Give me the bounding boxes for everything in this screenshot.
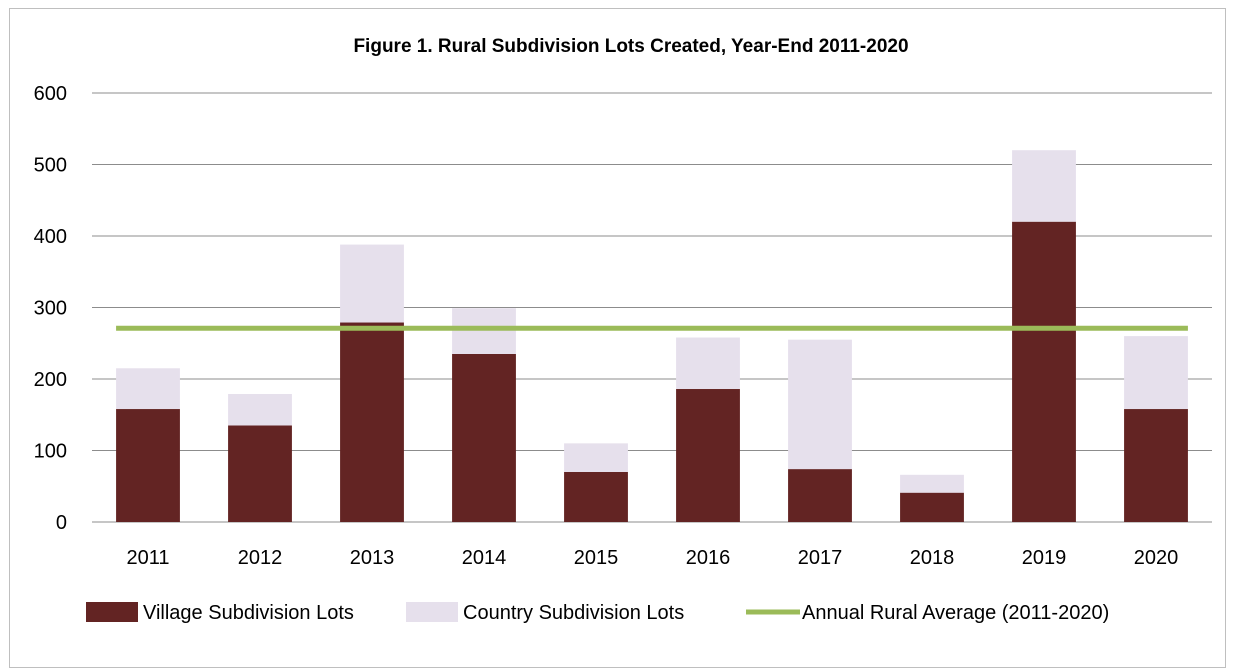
bar-country-2020 [1124, 336, 1188, 410]
bar-village-2018 [900, 492, 964, 522]
bar-country-2016 [676, 337, 740, 390]
bar-country-2011 [116, 368, 180, 410]
bar-village-2016 [676, 389, 740, 522]
x-tick-label: 2014 [462, 547, 507, 569]
x-tick-label: 2012 [238, 547, 283, 569]
y-tick-label: 300 [34, 298, 67, 320]
x-tick-label: 2016 [686, 547, 731, 569]
bar-village-2013 [340, 322, 404, 522]
y-axis-ticks: 0 100 200 300 400 500 600 [34, 83, 67, 534]
bar-village-2019 [1012, 221, 1076, 522]
legend-average-label: Annual Rural Average (2011-2020) [802, 602, 1109, 624]
bar-village-2014 [452, 353, 516, 522]
bar-village-2020 [1124, 409, 1188, 522]
stacked-bar-chart: Figure 1. Rural Subdivision Lots Created… [34, 36, 1212, 624]
bar-country-2017 [788, 339, 852, 470]
legend-country-label: Country Subdivision Lots [463, 602, 684, 624]
y-tick-label: 400 [34, 226, 67, 248]
bar-village-2015 [564, 471, 628, 522]
x-tick-label: 2019 [1022, 547, 1067, 569]
x-tick-label: 2020 [1134, 547, 1179, 569]
chart-title: Figure 1. Rural Subdivision Lots Created… [353, 36, 908, 57]
bar-country-2012 [228, 394, 292, 426]
bar-village-2017 [788, 469, 852, 522]
legend: Village Subdivision Lots Country Subdivis… [86, 602, 1109, 624]
bar-country-2019 [1012, 150, 1076, 222]
y-tick-label: 200 [34, 369, 67, 391]
y-tick-label: 500 [34, 155, 67, 177]
y-tick-label: 600 [34, 83, 67, 105]
x-tick-label: 2017 [798, 547, 843, 569]
x-tick-label: 2013 [350, 547, 395, 569]
x-tick-label: 2015 [574, 547, 619, 569]
bar-country-2014 [452, 308, 516, 354]
bar-country-2013 [340, 244, 404, 323]
legend-country-swatch [406, 602, 458, 622]
x-axis-ticks: 2011 2012 2013 2014 2015 2016 2017 2018 2019 2020 [126, 547, 1178, 569]
bar-village-2012 [228, 425, 292, 522]
y-tick-label: 0 [56, 512, 67, 534]
y-tick-label: 100 [34, 441, 67, 463]
legend-village-swatch [86, 602, 138, 622]
x-tick-label: 2011 [126, 547, 169, 569]
bar-village-2011 [116, 409, 180, 522]
bars [116, 150, 1188, 522]
bar-country-2018 [900, 474, 964, 493]
bar-country-2015 [564, 443, 628, 472]
legend-village-label: Village Subdivision Lots [143, 602, 354, 624]
x-tick-label: 2018 [910, 547, 955, 569]
